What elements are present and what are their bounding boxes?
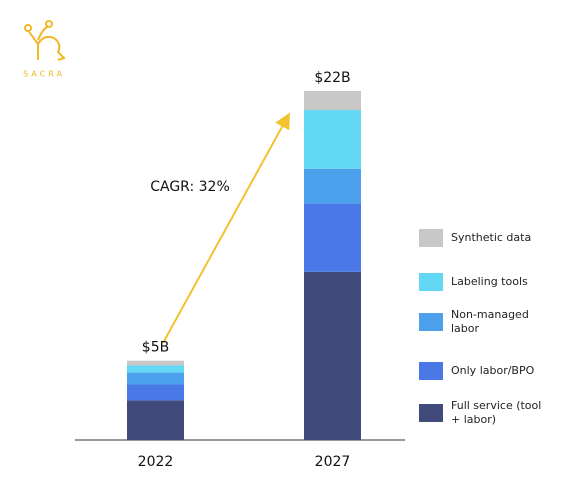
growth-arrow <box>162 112 290 344</box>
legend-item: Full service (tool + labor) <box>419 399 543 427</box>
bar-segment <box>304 271 361 440</box>
bar-segment <box>127 372 184 385</box>
legend-label: Synthetic data <box>451 231 532 244</box>
legend-label: Only labor/BPO <box>451 364 535 377</box>
legend-label: Labeling tools <box>451 275 528 288</box>
legend-swatch <box>419 273 443 291</box>
logo-text: SACRA <box>23 70 65 79</box>
legend-swatch <box>419 229 443 247</box>
x-tick-label: 2022 <box>138 454 174 470</box>
x-tick-label: 2027 <box>315 454 351 470</box>
legend-swatch <box>419 404 443 422</box>
bar-segment <box>304 203 361 272</box>
legend-item: Non-managed labor <box>419 308 543 336</box>
legend-item: Labeling tools <box>419 273 543 291</box>
legend-swatch <box>419 362 443 380</box>
legend-swatch <box>419 313 443 331</box>
bar-segment <box>304 110 361 169</box>
bar-segment <box>304 91 361 111</box>
legend-item: Only labor/BPO <box>419 362 543 380</box>
bar-segment <box>127 365 184 373</box>
annotation: CAGR: 32% <box>150 179 230 195</box>
bar-segment <box>127 384 184 401</box>
legend-label: Full service (tool + labor) <box>451 399 542 426</box>
bar-segment <box>127 400 184 440</box>
bar-segment <box>127 360 184 366</box>
bar-segment <box>304 168 361 204</box>
logo-icon <box>24 20 66 61</box>
total-label: $22B <box>314 70 350 86</box>
total-label: $5B <box>142 340 169 356</box>
legend-label: Non-managed labor <box>451 308 529 335</box>
legend-item: Synthetic data <box>419 229 543 247</box>
